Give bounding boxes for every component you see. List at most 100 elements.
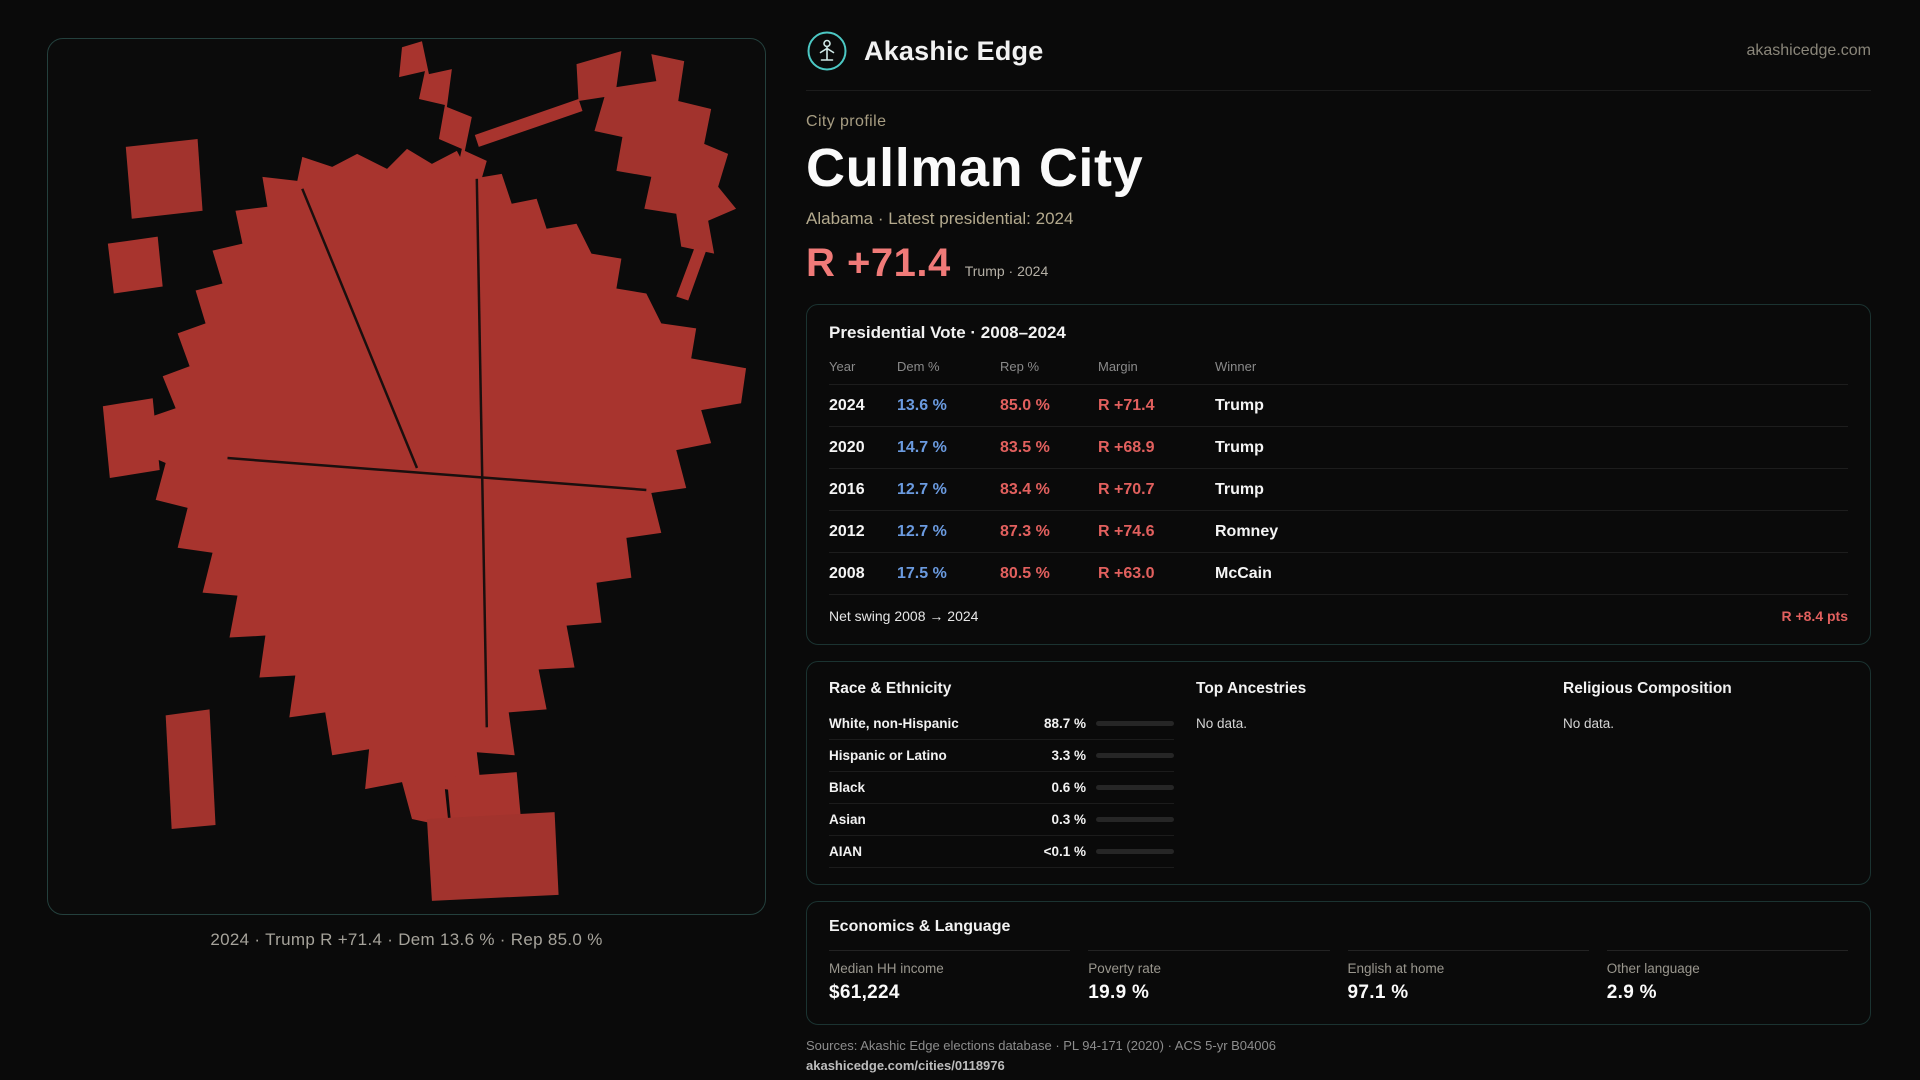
cell-year: 2008 (829, 564, 865, 582)
vote-card-title: Presidential Vote · 2008–2024 (829, 323, 1066, 342)
race-value: 88.7 % (1043, 716, 1086, 731)
stat-english-at-home: English at home 97.1 % (1347, 950, 1589, 1004)
list-item: White, non-Hispanic 88.7 % (829, 708, 1174, 740)
ancestries-section: Top Ancestries No data. (1196, 680, 1541, 868)
cell-margin: R +74.6 (1098, 522, 1155, 540)
cell-margin: R +68.9 (1098, 438, 1155, 456)
page-kicker: City profile (806, 113, 887, 130)
race-value: 0.6 % (1051, 780, 1086, 795)
race-bar (1096, 785, 1174, 790)
cell-margin: R +63.0 (1098, 564, 1155, 582)
app-header: Akashic Edge akashicedge.com (806, 30, 1871, 91)
cell-dem: 12.7 % (897, 522, 947, 540)
col-rep: Rep % (1000, 359, 1040, 374)
col-margin: Margin (1098, 359, 1138, 374)
city-map-panel (47, 38, 766, 915)
table-row: 2024 13.6 % 85.0 % R +71.4 Trump (829, 384, 1848, 426)
cell-winner: McCain (1215, 564, 1272, 582)
stat-other-language: Other language 2.9 % (1606, 950, 1848, 1004)
profile-column: Akashic Edge akashicedge.com City profil… (806, 0, 1871, 1080)
table-row: 2012 12.7 % 87.3 % R +74.6 Romney (829, 510, 1848, 552)
religion-empty-state: No data. (1563, 716, 1615, 731)
cell-dem: 12.7 % (897, 480, 947, 498)
vote-table: Year Dem % Rep % Margin Winner 2024 13.6… (829, 355, 1848, 636)
map-section: 2024 · Trump R +71.4 · Dem 13.6 % · Rep … (0, 0, 766, 1080)
akashic-edge-logo-icon (807, 31, 847, 71)
ancestries-empty-state: No data. (1196, 716, 1248, 731)
map-caption: 2024 · Trump R +71.4 · Dem 13.6 % · Rep … (210, 930, 603, 949)
race-rows: White, non-Hispanic 88.7 % Hispanic or L… (829, 708, 1174, 868)
header-domain-link[interactable]: akashicedge.com (1746, 42, 1871, 59)
cell-dem: 17.5 % (897, 564, 947, 582)
race-label: White, non-Hispanic (829, 716, 959, 731)
cell-winner: Trump (1215, 396, 1264, 414)
sources-note: Sources: Akashic Edge elections database… (806, 1038, 1276, 1053)
cell-year: 2024 (829, 396, 865, 414)
stat-label: English at home (1347, 961, 1445, 976)
cell-margin: R +71.4 (1098, 396, 1155, 414)
stat-value: 97.1 % (1347, 982, 1409, 1003)
cell-winner: Trump (1215, 438, 1264, 456)
stat-poverty-rate: Poverty rate 19.9 % (1088, 950, 1330, 1004)
headline-margin: R +71.4 Trump · 2024 (806, 241, 1871, 286)
stat-median-hh-income: Median HH income $61,224 (829, 950, 1071, 1004)
race-bar (1096, 849, 1174, 854)
list-item: Asian 0.3 % (829, 804, 1174, 836)
presidential-vote-card: Presidential Vote · 2008–2024 Year Dem %… (806, 304, 1871, 645)
headline-margin-value: R +71.4 (806, 241, 951, 285)
religion-section: Religious Composition No data. (1563, 680, 1848, 868)
religion-section-title: Religious Composition (1563, 680, 1732, 697)
table-row: 2020 14.7 % 83.5 % R +68.9 Trump (829, 426, 1848, 468)
race-bar (1096, 721, 1174, 726)
stat-value: 2.9 % (1606, 982, 1657, 1003)
cell-rep: 80.5 % (1000, 564, 1050, 582)
ancestries-section-title: Top Ancestries (1196, 680, 1307, 697)
cell-rep: 87.3 % (1000, 522, 1050, 540)
race-label: Hispanic or Latino (829, 748, 947, 763)
cell-winner: Trump (1215, 480, 1264, 498)
cell-dem: 13.6 % (897, 396, 947, 414)
stat-label: Other language (1606, 961, 1700, 976)
net-swing-value: R +8.4 pts (1781, 608, 1848, 624)
cell-year: 2012 (829, 522, 865, 540)
cell-year: 2020 (829, 438, 865, 456)
col-winner: Winner (1215, 359, 1257, 374)
race-bar (1096, 817, 1174, 822)
cell-dem: 14.7 % (897, 438, 947, 456)
economics-card: Economics & Language Median HH income $6… (806, 901, 1871, 1025)
list-item: AIAN <0.1 % (829, 836, 1174, 868)
cell-rep: 85.0 % (1000, 396, 1050, 414)
list-item: Hispanic or Latino 3.3 % (829, 740, 1174, 772)
race-value: 0.3 % (1051, 812, 1086, 827)
stat-label: Median HH income (829, 961, 944, 976)
race-section-title: Race & Ethnicity (829, 680, 952, 697)
economics-card-title: Economics & Language (829, 918, 1011, 935)
col-year: Year (829, 359, 856, 374)
cell-margin: R +70.7 (1098, 480, 1155, 498)
cell-rep: 83.4 % (1000, 480, 1050, 498)
race-ethnicity-section: Race & Ethnicity White, non-Hispanic 88.… (829, 680, 1174, 868)
city-boundary-map (102, 41, 747, 901)
demographics-card: Race & Ethnicity White, non-Hispanic 88.… (806, 661, 1871, 885)
page-subtitle: Alabama · Latest presidential: 2024 (806, 209, 1074, 228)
vote-table-header: Year Dem % Rep % Margin Winner (829, 355, 1848, 384)
race-value: <0.1 % (1043, 844, 1086, 859)
stat-value: 19.9 % (1088, 982, 1150, 1003)
net-swing-row: Net swing 2008 → 2024 R +8.4 pts (829, 594, 1848, 636)
col-dem: Dem % (897, 359, 940, 374)
city-permalink[interactable]: akashicedge.com/cities/0118976 (806, 1058, 1005, 1073)
stat-value: $61,224 (829, 982, 900, 1003)
brand-title: Akashic Edge (864, 35, 1044, 66)
race-label: Asian (829, 812, 866, 827)
race-value: 3.3 % (1051, 748, 1086, 763)
page-title: Cullman City (806, 138, 1144, 198)
economics-stats: Median HH income $61,224 Poverty rate 19… (829, 950, 1848, 1004)
list-item: Black 0.6 % (829, 772, 1174, 804)
headline-margin-caption: Trump · 2024 (964, 263, 1049, 279)
cell-winner: Romney (1215, 522, 1279, 540)
stat-label: Poverty rate (1088, 961, 1162, 976)
race-bar (1096, 753, 1174, 758)
table-row: 2008 17.5 % 80.5 % R +63.0 McCain (829, 552, 1848, 594)
cell-rep: 83.5 % (1000, 438, 1050, 456)
cell-year: 2016 (829, 480, 865, 498)
